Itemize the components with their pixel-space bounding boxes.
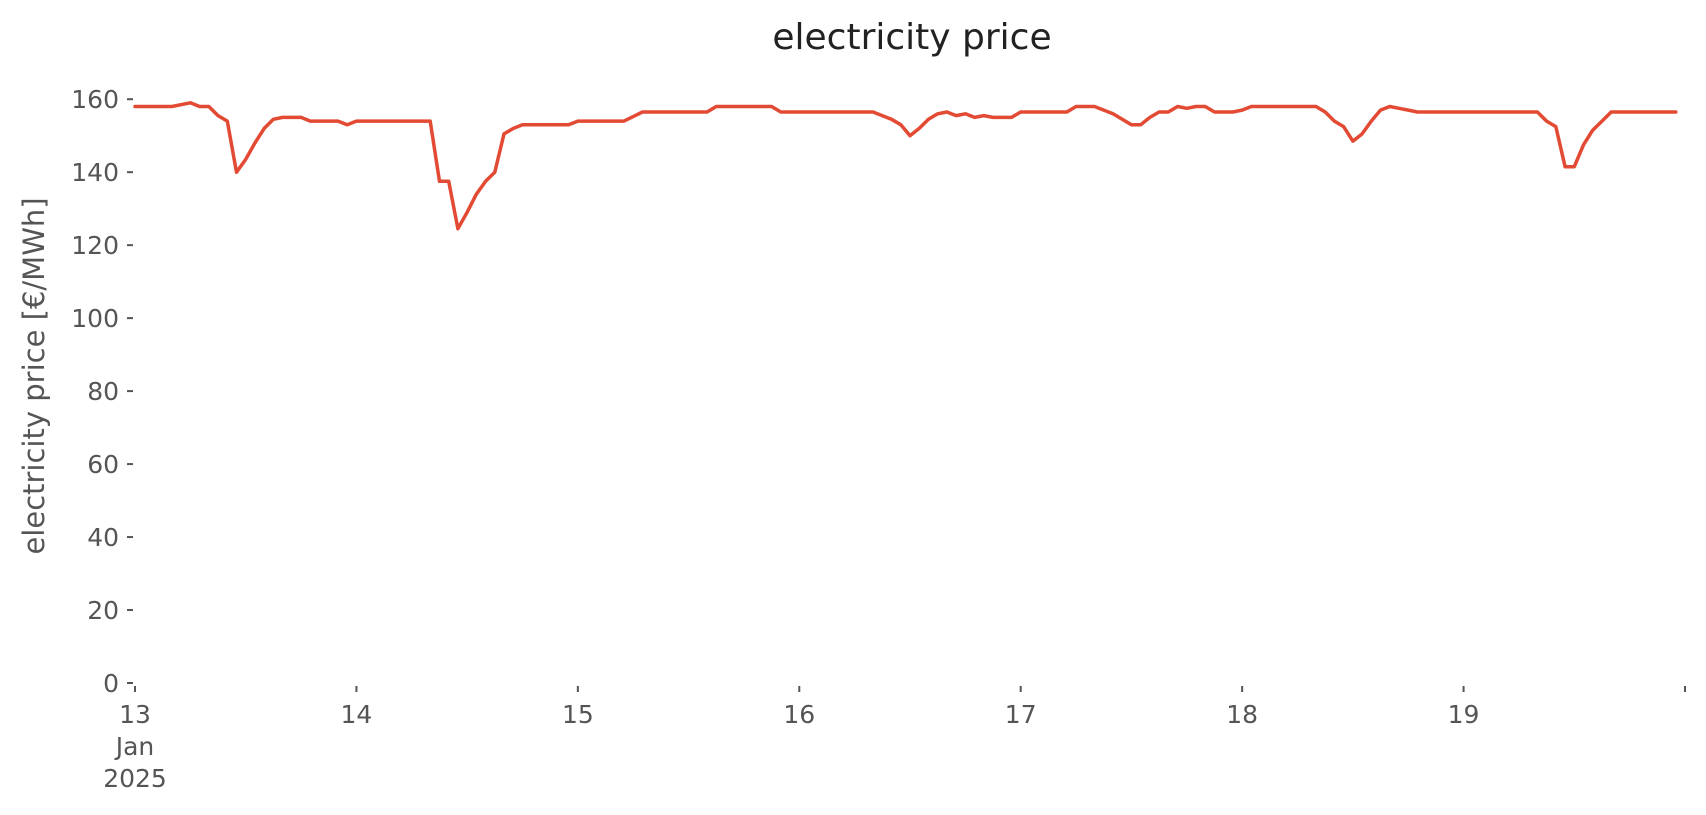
y-axis: 0 20 40 60 80 100 120 140 160 [71,85,133,698]
x-tick-label: 15 [562,700,594,729]
y-tick-label: 160 [71,85,119,114]
plot-area [133,101,1678,231]
y-tick-label: 40 [87,523,119,552]
y-tick-label: 0 [103,669,119,698]
x-tick-label: 18 [1226,700,1258,729]
x-tick-label: 2025 [103,764,167,793]
x-tick-label: Jan [114,732,155,761]
x-tick-label: 19 [1448,700,1480,729]
y-tick-label: 120 [71,231,119,260]
price-series-line [133,101,1678,231]
y-tick-label: 60 [87,450,119,479]
x-tick-label: 14 [341,700,373,729]
y-tick-label: 100 [71,304,119,333]
x-tick-label: 13 [119,700,151,729]
x-tick-label: 17 [1005,700,1037,729]
x-tick-label: 16 [783,700,815,729]
y-tick-label: 80 [87,377,119,406]
y-tick-label: 20 [87,596,119,625]
chart-title: electricity price [772,17,1051,58]
y-tick-label: 140 [71,158,119,187]
x-axis: 13 Jan 2025 14 15 16 17 18 19 [103,686,1686,793]
y-axis-label: electricity price [€/MWh] [17,197,51,554]
